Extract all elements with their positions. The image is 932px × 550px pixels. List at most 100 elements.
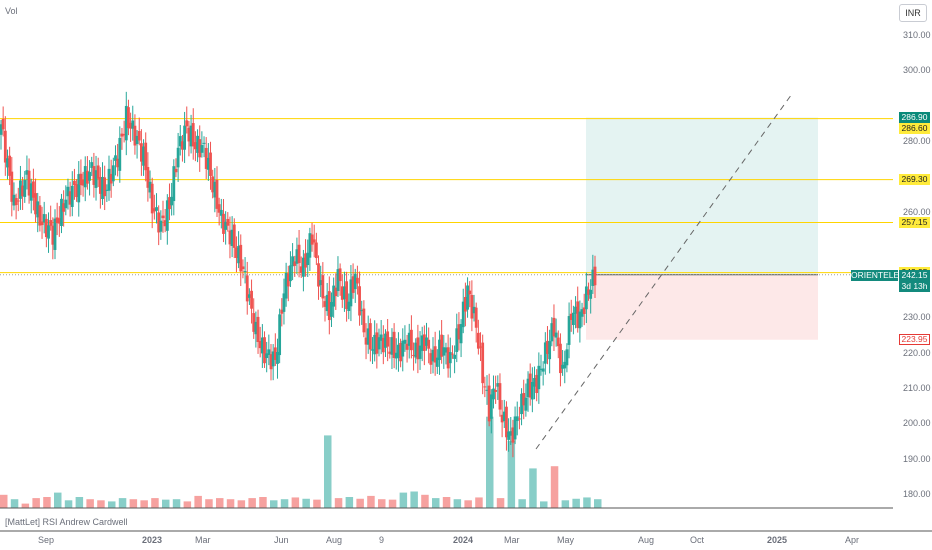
candle-body	[55, 217, 59, 224]
candle-body	[191, 123, 195, 147]
candle-body	[267, 349, 271, 355]
candle-body	[172, 166, 176, 202]
y-tick-label: 210.00	[903, 383, 931, 393]
x-tick-label: Mar	[504, 535, 520, 545]
candle-body	[479, 346, 482, 348]
price-tag: 286.60	[899, 123, 930, 135]
candle-body	[468, 290, 472, 295]
candle-body	[377, 337, 381, 350]
candle-body	[79, 173, 83, 185]
candle-body	[278, 314, 282, 356]
volume-bar	[248, 498, 256, 508]
candle-body	[433, 346, 437, 363]
candle-body	[509, 431, 513, 436]
candle-body	[312, 239, 316, 243]
volume-bar	[291, 497, 300, 508]
candle-body	[194, 142, 197, 150]
candle-body	[343, 286, 346, 300]
candle-body	[200, 145, 204, 153]
candle-body	[0, 124, 3, 135]
trend-line	[535, 92, 794, 450]
volume-bar	[507, 440, 516, 508]
candle-body	[98, 177, 102, 194]
candle-body	[34, 193, 37, 215]
candle-body	[371, 349, 374, 351]
price-tag: 257.15	[899, 217, 930, 229]
candle-body	[10, 171, 14, 202]
candle-body	[541, 368, 545, 372]
candle-body	[29, 183, 33, 201]
volume-bar	[21, 503, 30, 508]
candle-body	[420, 335, 424, 351]
candle-body	[459, 324, 463, 344]
volume-bar	[572, 498, 580, 508]
candle-body	[334, 287, 338, 297]
candle-body	[489, 394, 493, 419]
volume-bar	[486, 416, 494, 508]
candle-body	[237, 245, 240, 264]
candle-body	[539, 368, 543, 370]
candle-body	[351, 276, 355, 293]
candle-body	[258, 340, 262, 349]
candle-body	[500, 414, 504, 423]
candle-body	[306, 252, 310, 266]
x-tick-label: Oct	[690, 535, 705, 545]
candle-body	[321, 275, 325, 299]
candle-body	[559, 343, 562, 374]
volume-bar	[108, 501, 116, 508]
candle-body	[379, 334, 383, 341]
candle-body	[345, 281, 348, 310]
candle-body	[168, 197, 171, 210]
candle-body	[569, 313, 573, 320]
candle-body	[364, 337, 368, 345]
candle-body	[388, 351, 392, 354]
volume-bar	[151, 498, 159, 508]
price-tag: 286.90	[899, 112, 930, 124]
candle-body	[53, 218, 57, 250]
currency-button[interactable]: INR	[899, 4, 927, 22]
candle-body	[330, 302, 333, 317]
candle-body	[68, 191, 72, 205]
candle-body	[407, 332, 411, 346]
candle-body	[552, 317, 556, 337]
candle-body	[140, 143, 143, 162]
volume-bar	[518, 499, 526, 508]
volume-bar	[313, 499, 321, 508]
candle-body	[401, 340, 405, 357]
candle-body	[222, 213, 225, 234]
candle-body	[299, 266, 303, 274]
volume-bar	[378, 499, 386, 508]
candle-body	[392, 331, 396, 359]
candle-body	[448, 352, 452, 364]
volume-bar	[259, 497, 267, 508]
y-tick-label: 190.00	[903, 453, 931, 464]
candle-body	[425, 337, 428, 346]
candle-body	[12, 194, 16, 206]
candle-body	[21, 185, 24, 197]
volume-bar	[97, 500, 105, 508]
candle-body	[176, 147, 180, 168]
y-tick-label: 230.00	[903, 312, 931, 323]
candle-body	[256, 316, 260, 343]
candle-body	[405, 343, 409, 350]
candle-body	[472, 306, 476, 314]
candle-body	[120, 133, 124, 137]
volume-bar	[464, 500, 472, 508]
candle-body	[219, 209, 223, 216]
candle-body	[289, 265, 292, 282]
volume-bar	[356, 498, 364, 508]
candle-body	[327, 291, 331, 321]
candle-body	[282, 293, 286, 312]
volume-bar	[453, 499, 462, 508]
candle-body	[470, 295, 474, 319]
candle-body	[73, 180, 76, 186]
candle-body	[530, 381, 534, 400]
volume-bar	[75, 497, 84, 508]
candle-body	[27, 170, 31, 196]
volume-bar	[32, 498, 40, 508]
y-tick-label: 310.00	[903, 30, 931, 40]
candle-body	[310, 234, 314, 245]
candle-body	[1, 118, 5, 130]
y-tick-label: 200.00	[903, 418, 931, 429]
